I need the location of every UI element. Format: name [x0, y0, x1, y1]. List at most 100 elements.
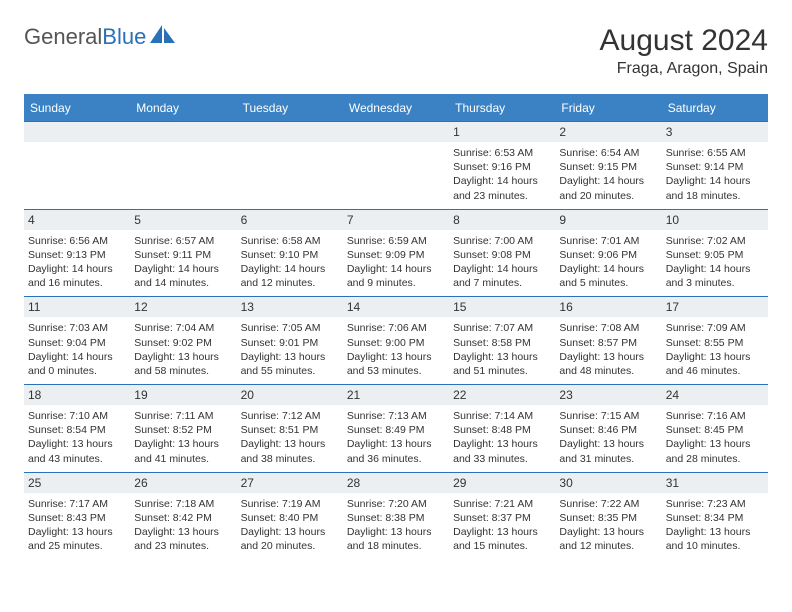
- day-cell: 23 Sunrise: 7:15 AMSunset: 8:46 PMDayligh…: [555, 384, 661, 472]
- day-info: Sunrise: 7:06 AMSunset: 9:00 PMDaylight:…: [347, 321, 445, 378]
- sunset-line: Sunset: 8:46 PM: [559, 423, 657, 437]
- day-cell: 14Sunrise: 7:06 AMSunset: 9:00 PMDayligh…: [343, 296, 449, 384]
- logo-text-2: Blue: [102, 24, 146, 49]
- month-title: August 2024: [600, 24, 768, 58]
- day-number: 13: [237, 296, 343, 317]
- sunset-line: Sunset: 9:01 PM: [241, 336, 339, 350]
- sunrise-line: Sunrise: 6:53 AM: [453, 146, 551, 160]
- day-number: 23: [555, 384, 661, 405]
- day-number: 9: [555, 209, 661, 230]
- empty-day-head: [24, 121, 130, 142]
- day-info: Sunrise: 7:09 AMSunset: 8:55 PMDaylight:…: [666, 321, 764, 378]
- sunrise-line: Sunrise: 7:13 AM: [347, 409, 445, 423]
- day-cell: 30Sunrise: 7:22 AMSunset: 8:35 PMDayligh…: [555, 472, 661, 560]
- calendar-page: GeneralBlue August 2024 Fraga, Aragon, S…: [0, 0, 792, 571]
- day-info: Sunrise: 7:16 AMSunset: 8:45 PMDaylight:…: [666, 409, 764, 466]
- day-number: 31: [662, 472, 768, 493]
- sunset-line: Sunset: 9:15 PM: [559, 160, 657, 174]
- sunset-line: Sunset: 8:40 PM: [241, 511, 339, 525]
- daylight-line: Daylight: 13 hours and 33 minutes.: [453, 437, 551, 465]
- sunrise-line: Sunrise: 7:02 AM: [666, 234, 764, 248]
- day-info: Sunrise: 7:17 AMSunset: 8:43 PMDaylight:…: [28, 497, 126, 554]
- day-cell: 15Sunrise: 7:07 AMSunset: 8:58 PMDayligh…: [449, 296, 555, 384]
- sunset-line: Sunset: 8:51 PM: [241, 423, 339, 437]
- daylight-line: Daylight: 13 hours and 55 minutes.: [241, 350, 339, 378]
- sunrise-line: Sunrise: 7:14 AM: [453, 409, 551, 423]
- empty-day-head: [237, 121, 343, 142]
- daylight-line: Daylight: 14 hours and 20 minutes.: [559, 174, 657, 202]
- day-cell: 7 Sunrise: 6:59 AMSunset: 9:09 PMDaylight…: [343, 209, 449, 297]
- sunrise-line: Sunrise: 7:11 AM: [134, 409, 232, 423]
- day-cell: 22 Sunrise: 7:14 AMSunset: 8:48 PMDayligh…: [449, 384, 555, 472]
- day-cell: 19Sunrise: 7:11 AMSunset: 8:52 PMDayligh…: [130, 384, 236, 472]
- sunset-line: Sunset: 8:55 PM: [666, 336, 764, 350]
- sunrise-line: Sunrise: 7:10 AM: [28, 409, 126, 423]
- sunset-line: Sunset: 9:09 PM: [347, 248, 445, 262]
- sunrise-line: Sunrise: 7:15 AM: [559, 409, 657, 423]
- day-cell: 18Sunrise: 7:10 AMSunset: 8:54 PMDayligh…: [24, 384, 130, 472]
- daylight-line: Daylight: 13 hours and 36 minutes.: [347, 437, 445, 465]
- day-number: 1: [449, 121, 555, 142]
- week-row: 25 Sunrise: 7:17 AMSunset: 8:43 PMDayligh…: [24, 472, 768, 560]
- sunset-line: Sunset: 8:45 PM: [666, 423, 764, 437]
- sunset-line: Sunset: 9:00 PM: [347, 336, 445, 350]
- sunset-line: Sunset: 8:35 PM: [559, 511, 657, 525]
- daylight-line: Daylight: 14 hours and 5 minutes.: [559, 262, 657, 290]
- daylight-line: Daylight: 13 hours and 18 minutes.: [347, 525, 445, 553]
- day-cell: 17Sunrise: 7:09 AMSunset: 8:55 PMDayligh…: [662, 296, 768, 384]
- day-info: Sunrise: 7:23 AMSunset: 8:34 PMDaylight:…: [666, 497, 764, 554]
- daylight-line: Daylight: 14 hours and 0 minutes.: [28, 350, 126, 378]
- day-info: Sunrise: 6:57 AMSunset: 9:11 PMDaylight:…: [134, 234, 232, 291]
- day-number: 8: [449, 209, 555, 230]
- sunset-line: Sunset: 9:10 PM: [241, 248, 339, 262]
- weekday-header-row: SundayMondayTuesdayWednesdayThursdayFrid…: [24, 94, 768, 121]
- day-info: Sunrise: 7:19 AMSunset: 8:40 PMDaylight:…: [241, 497, 339, 554]
- day-number: 25: [24, 472, 130, 493]
- sunset-line: Sunset: 9:05 PM: [666, 248, 764, 262]
- sail-icon: [150, 25, 176, 50]
- day-number: 5: [130, 209, 236, 230]
- day-number: 11: [24, 296, 130, 317]
- day-info: Sunrise: 6:58 AMSunset: 9:10 PMDaylight:…: [241, 234, 339, 291]
- day-number: 4: [24, 209, 130, 230]
- day-number: 26: [130, 472, 236, 493]
- day-info: Sunrise: 7:21 AMSunset: 8:37 PMDaylight:…: [453, 497, 551, 554]
- day-info: Sunrise: 7:07 AMSunset: 8:58 PMDaylight:…: [453, 321, 551, 378]
- day-number: 12: [130, 296, 236, 317]
- sunrise-line: Sunrise: 7:23 AM: [666, 497, 764, 511]
- weekday-header: Wednesday: [343, 94, 449, 121]
- day-cell: 25 Sunrise: 7:17 AMSunset: 8:43 PMDayligh…: [24, 472, 130, 560]
- day-info: Sunrise: 6:56 AMSunset: 9:13 PMDaylight:…: [28, 234, 126, 291]
- sunrise-line: Sunrise: 7:08 AM: [559, 321, 657, 335]
- day-number: 24: [662, 384, 768, 405]
- day-cell: [343, 121, 449, 209]
- day-number: 7: [343, 209, 449, 230]
- sunset-line: Sunset: 8:57 PM: [559, 336, 657, 350]
- day-number: 28: [343, 472, 449, 493]
- day-info: Sunrise: 7:01 AMSunset: 9:06 PMDaylight:…: [559, 234, 657, 291]
- daylight-line: Daylight: 14 hours and 3 minutes.: [666, 262, 764, 290]
- sunrise-line: Sunrise: 7:22 AM: [559, 497, 657, 511]
- sunrise-line: Sunrise: 6:59 AM: [347, 234, 445, 248]
- day-info: Sunrise: 6:53 AMSunset: 9:16 PMDaylight:…: [453, 146, 551, 203]
- logo-text-1: General: [24, 24, 102, 49]
- day-cell: 16Sunrise: 7:08 AMSunset: 8:57 PMDayligh…: [555, 296, 661, 384]
- daylight-line: Daylight: 14 hours and 7 minutes.: [453, 262, 551, 290]
- day-cell: 20 Sunrise: 7:12 AMSunset: 8:51 PMDayligh…: [237, 384, 343, 472]
- day-cell: 4 Sunrise: 6:56 AMSunset: 9:13 PMDaylight…: [24, 209, 130, 297]
- day-number: 22: [449, 384, 555, 405]
- sunset-line: Sunset: 9:02 PM: [134, 336, 232, 350]
- sunrise-line: Sunrise: 6:56 AM: [28, 234, 126, 248]
- logo-text: GeneralBlue: [24, 24, 146, 50]
- day-info: Sunrise: 7:14 AMSunset: 8:48 PMDaylight:…: [453, 409, 551, 466]
- header: GeneralBlue August 2024 Fraga, Aragon, S…: [24, 24, 768, 78]
- sunrise-line: Sunrise: 6:54 AM: [559, 146, 657, 160]
- day-info: Sunrise: 6:59 AMSunset: 9:09 PMDaylight:…: [347, 234, 445, 291]
- daylight-line: Daylight: 13 hours and 31 minutes.: [559, 437, 657, 465]
- sunset-line: Sunset: 9:04 PM: [28, 336, 126, 350]
- day-info: Sunrise: 7:12 AMSunset: 8:51 PMDaylight:…: [241, 409, 339, 466]
- day-cell: 28Sunrise: 7:20 AMSunset: 8:38 PMDayligh…: [343, 472, 449, 560]
- day-info: Sunrise: 7:03 AMSunset: 9:04 PMDaylight:…: [28, 321, 126, 378]
- day-number: 20: [237, 384, 343, 405]
- day-info: Sunrise: 7:15 AMSunset: 8:46 PMDaylight:…: [559, 409, 657, 466]
